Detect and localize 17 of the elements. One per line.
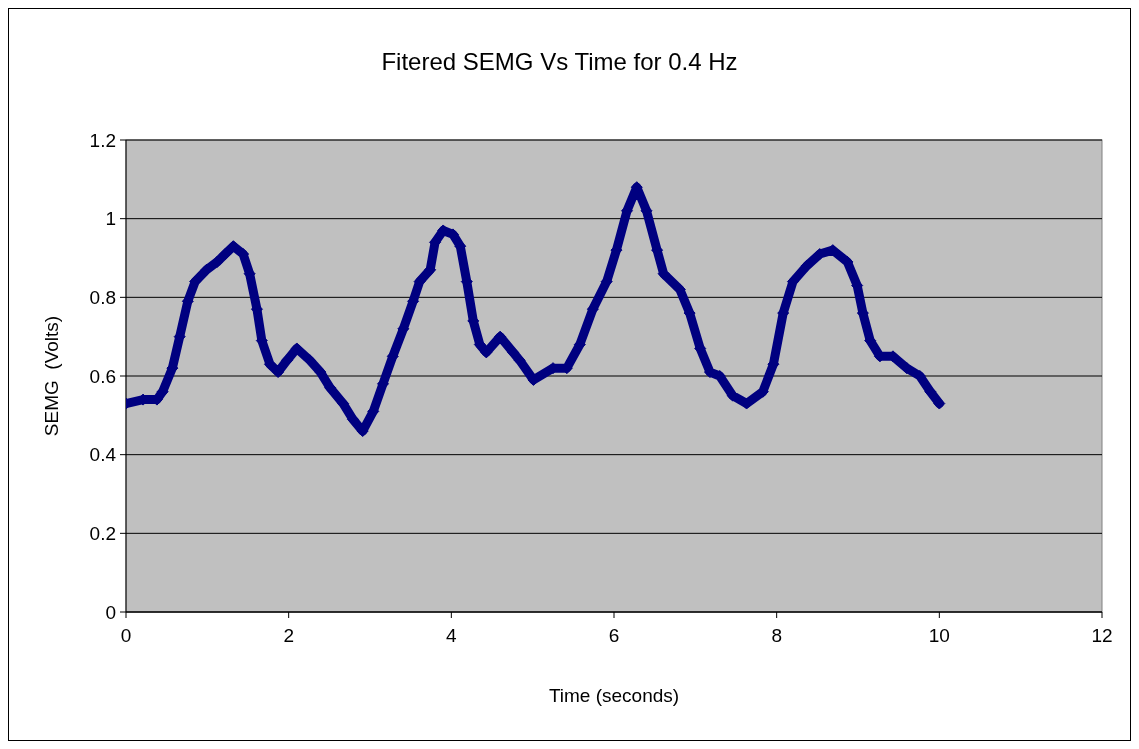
y-tick-label: 0.6 [89, 365, 116, 387]
x-axis-title: Time (seconds) [548, 685, 680, 706]
y-tick-label: 0.4 [89, 444, 117, 466]
y-tick-label: 0.2 [89, 522, 116, 544]
y-tick-label: 1.2 [89, 129, 116, 151]
x-tick-label: 10 [928, 625, 950, 646]
y-axis-title: SEMG (Volts) [41, 315, 62, 437]
chart-title: Fitered SEMG Vs Time for 0.4 Hz [381, 48, 738, 75]
y-tick-label: 0.8 [89, 286, 116, 308]
y-tick-label: 1 [105, 208, 116, 230]
x-tick-label: 6 [608, 625, 620, 646]
x-tick-label: 2 [283, 625, 294, 646]
x-tick-label: 4 [446, 625, 458, 646]
x-tick-label: 8 [771, 625, 782, 646]
x-tick-label: 0 [120, 625, 132, 646]
y-tick-label: 0 [105, 601, 116, 623]
x-tick-label: 12 [1091, 625, 1113, 646]
